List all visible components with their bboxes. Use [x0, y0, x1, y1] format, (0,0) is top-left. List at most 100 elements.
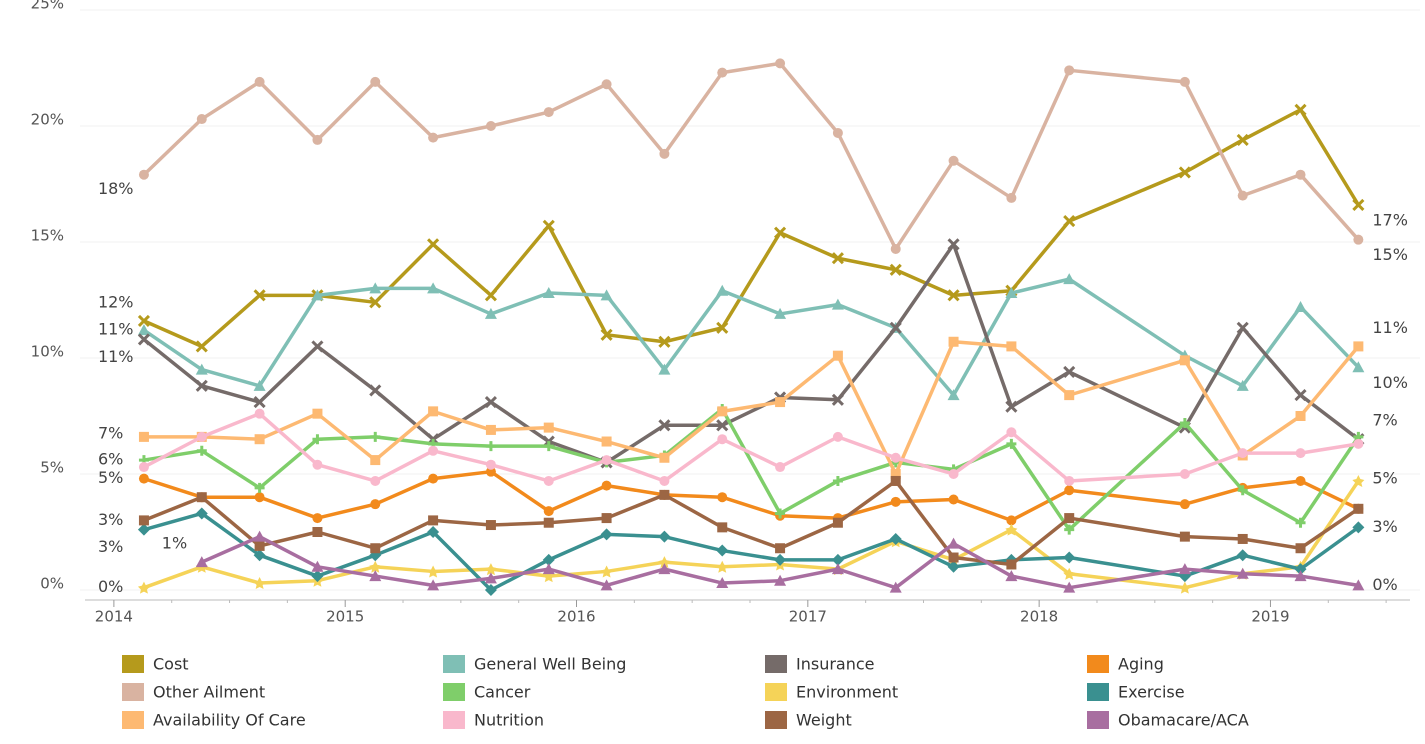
- point: [369, 570, 382, 582]
- point: [1063, 365, 1076, 378]
- point: [832, 517, 843, 528]
- point: [774, 574, 787, 586]
- point: [1064, 485, 1075, 496]
- point: [1005, 287, 1018, 299]
- point: [254, 76, 265, 87]
- point: [1353, 341, 1364, 352]
- point: [716, 419, 729, 432]
- point: [484, 572, 497, 584]
- point: [137, 523, 150, 536]
- point: [1352, 361, 1365, 373]
- point: [254, 408, 265, 419]
- point: [601, 455, 612, 466]
- point: [312, 408, 323, 419]
- point: [775, 508, 786, 519]
- point: [717, 492, 728, 503]
- point: [1005, 400, 1018, 413]
- point: [138, 169, 149, 180]
- point: [312, 513, 323, 524]
- point: [774, 226, 787, 239]
- point: [428, 406, 439, 417]
- point: [370, 76, 381, 87]
- point: [1063, 581, 1076, 593]
- point: [600, 565, 613, 578]
- point: [254, 482, 265, 493]
- point: [831, 553, 844, 566]
- point: [832, 127, 843, 138]
- point: [138, 431, 149, 442]
- point: [1236, 567, 1249, 579]
- point: [253, 577, 266, 590]
- point: [948, 469, 959, 479]
- point: [890, 452, 901, 463]
- point: [542, 219, 555, 232]
- data-label: 17%: [1372, 210, 1408, 229]
- point: [1295, 517, 1306, 528]
- point: [1236, 549, 1249, 562]
- point: [831, 393, 844, 406]
- point: [542, 553, 555, 566]
- point: [717, 522, 728, 533]
- point: [1352, 474, 1365, 487]
- point: [890, 496, 901, 507]
- point: [1179, 499, 1190, 510]
- point: [600, 328, 613, 341]
- point: [1236, 321, 1249, 334]
- point: [1352, 579, 1365, 591]
- x-tick-label: 2016: [557, 608, 595, 626]
- point: [196, 431, 207, 442]
- legend-swatch: [443, 655, 465, 673]
- legend-label: Obamacare/ACA: [1118, 711, 1249, 730]
- point: [137, 581, 150, 594]
- point: [311, 570, 324, 583]
- point: [948, 552, 959, 563]
- data-label: 5%: [1372, 468, 1397, 487]
- point: [484, 563, 497, 576]
- y-tick-label: 20%: [31, 111, 64, 129]
- point: [428, 473, 439, 484]
- point: [658, 563, 671, 575]
- legend-swatch: [1087, 683, 1109, 701]
- point: [1294, 389, 1307, 402]
- point: [947, 238, 960, 251]
- legend-label: Other Ailment: [153, 683, 265, 702]
- point: [1295, 543, 1306, 554]
- point: [1064, 65, 1075, 76]
- point: [1295, 169, 1306, 180]
- data-label: 11%: [98, 347, 134, 366]
- point: [775, 462, 786, 473]
- point: [1237, 448, 1248, 459]
- point: [774, 553, 787, 566]
- point: [1006, 341, 1017, 352]
- point: [1294, 563, 1307, 576]
- point: [253, 396, 266, 409]
- point: [370, 455, 381, 466]
- point: [543, 517, 554, 528]
- point: [774, 307, 787, 319]
- point: [658, 335, 671, 348]
- point: [658, 419, 671, 432]
- data-label: 1%: [162, 534, 187, 553]
- point: [600, 289, 613, 301]
- point: [369, 296, 382, 309]
- data-label: 15%: [1372, 245, 1408, 264]
- point: [1178, 166, 1191, 179]
- point: [1179, 417, 1190, 428]
- point: [427, 579, 440, 591]
- series-line: [143, 479, 1360, 567]
- point: [485, 424, 496, 435]
- series-line: [143, 407, 1360, 532]
- point: [542, 570, 555, 583]
- legend-swatch: [122, 711, 144, 729]
- point: [1064, 513, 1075, 524]
- point: [716, 560, 729, 573]
- point: [659, 452, 670, 463]
- point: [1063, 273, 1076, 285]
- legend-label: Cancer: [474, 683, 531, 702]
- point: [1178, 563, 1191, 575]
- point: [428, 132, 439, 143]
- legend-label: Availability Of Care: [153, 711, 306, 730]
- point: [601, 513, 612, 524]
- data-label: 7%: [1372, 410, 1397, 429]
